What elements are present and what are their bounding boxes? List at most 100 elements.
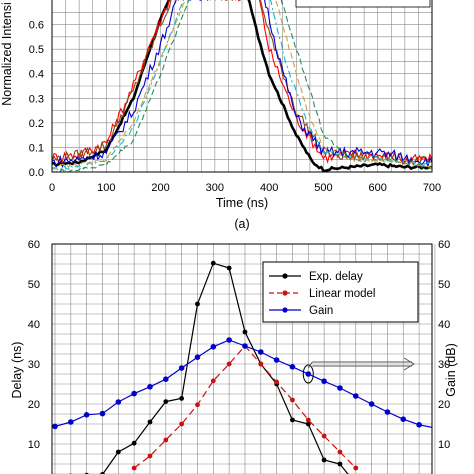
chart-b-data-point [305,421,311,427]
chart-b-data-point [226,337,232,343]
chart-b-data-point [416,422,422,428]
chart-b-data-point [131,440,137,446]
chart-b-data-point [321,378,327,385]
chart-b-data-point [290,397,295,403]
chart-a-x-tick-label: 600 [369,182,387,194]
chart-b-data-point [68,419,74,425]
chart-a-series-line [52,0,432,172]
chart-b-data-point [210,344,217,350]
chart-b-data-point [99,410,106,417]
chart-a-x-tick-label: 0 [49,182,55,194]
chart-b-data-point [210,260,216,266]
chart-a-series-line [52,0,432,168]
chart-a-x-tick-label: 100 [97,182,115,194]
chart-a-x-tick-label: 500 [314,182,332,194]
chart-b-legend-label: Gain [309,305,333,317]
chart-b-data-point [195,402,200,408]
chart-b-y-tick-label: 10 [28,439,40,451]
chart-b-ticks: 10 10 20 20 30 30 40 40 50 50 60 60 [28,239,451,451]
chart-b-y-tick-label-right: 50 [438,279,450,291]
chart-a-y-tick-label: 0.5 [29,44,44,56]
chart-b-legend-label: Exp. delay [309,271,363,283]
chart-b-data-point [163,399,169,404]
chart-b-data-point [163,437,169,443]
chart-b-y-axis-label-right: Gain (dB) [444,343,458,397]
chart-b-data-point [305,417,311,423]
chart-b-legend-marker [282,290,288,296]
chart-b-series [52,260,432,474]
chart-b-data-point [353,465,359,471]
chart-b-y-tick-label-right: 60 [438,239,450,251]
chart-b-data-point [131,465,137,471]
chart-b-legend-label: Linear model [309,288,375,300]
chart-b-data-point [368,401,375,407]
chart-b-data-point [273,357,280,363]
chart-b-data-point [337,461,343,467]
chart-b-ellipse-annotation [302,364,314,384]
chart-a-x-tick-label: 300 [206,182,224,194]
chart-b-data-point [83,412,90,418]
chart-b-legend-marker [282,273,288,279]
chart-b-data-point [400,416,407,423]
chart-b-y-axis-label: Delay (ns) [10,342,24,399]
chart-b-y-tick-label-right: 10 [438,439,450,451]
chart-b-data-point [305,371,312,377]
chart-a-y-tick-label: 0.3 [29,93,44,105]
chart-b-data-point [242,343,248,349]
chart-b-y-tick-label: 60 [28,239,40,251]
chart-b-data-point [52,423,58,430]
chart-b-arrow-annotation [403,357,415,371]
chart-b-legend-box [262,261,419,323]
chart-b-arrow-annotation [307,361,313,369]
chart-b-annotations [302,357,415,384]
chart-b-y-tick-label-right: 20 [438,399,450,411]
chart-b-data-point [131,390,137,397]
chart-b-data-point [210,378,216,384]
chart-b-y-tick-label: 20 [28,399,40,411]
chart-b-data-point [226,265,232,271]
chart-b-y-tick-label: 50 [28,279,40,291]
chart-b: 10 10 20 20 30 30 40 40 50 50 60 60 Delay (ns) Gain… [10,239,458,474]
chart-a-y-tick-label: 0.6 [29,20,44,32]
chart-b-data-point [179,421,185,427]
chart-b-data-point [178,365,185,371]
chart-a: 0 100 200 300 400 500 600 700 0.0 0.1 0.2 0.3 0.4 0.5… [0,0,441,231]
chart-b-data-point [163,376,169,383]
chart-b-y-tick-label: 40 [28,319,40,331]
chart-b-frame [51,243,433,474]
chart-b-data-point [321,433,327,439]
chart-b-data-point [257,349,264,355]
chart-b-y-tick-label: 30 [28,359,40,371]
chart-b-data-point [115,449,121,455]
chart-b-data-point [242,329,248,335]
chart-b-data-point [337,449,343,455]
chart-a-y-tick-label: 0.4 [29,69,44,81]
chart-a-x-tick-label: 400 [260,182,278,194]
chart-b-data-point [147,384,153,390]
chart-a-y-axis-label: Normalized Intensi [0,2,14,106]
chart-a-x-tick-label: 700 [423,182,441,194]
chart-a-series [52,0,432,172]
chart-a-legend-box [295,0,431,8]
chart-a-y-tick-label: 0.2 [29,118,44,130]
chart-b-data-point [352,393,359,399]
chart-b-data-point [195,301,200,307]
chart-b-data-point [147,453,153,459]
chart-a-panel-label: (a) [234,217,249,231]
chart-a-x-tick-label: 200 [151,182,169,194]
chart-a-series-line [52,0,432,169]
chart-a-series-line [53,0,432,172]
chart-b-data-point [115,399,122,405]
chart-b-data-point [258,361,264,367]
chart-a-frame [51,0,433,173]
chart-b-data-point [337,385,343,391]
chart-b-data-point [290,417,295,423]
chart-a-grid [51,0,433,172]
chart-b-data-point [179,396,185,401]
chart-a-y-tick-label: 0.0 [29,167,44,179]
chart-b-y-tick-label-right: 30 [438,359,450,371]
chart-b-legend-marker [282,307,288,313]
chart-b-legend: Exp. delay Linear model Gain [262,261,419,323]
chart-b-y-tick-label-right: 40 [438,319,450,331]
